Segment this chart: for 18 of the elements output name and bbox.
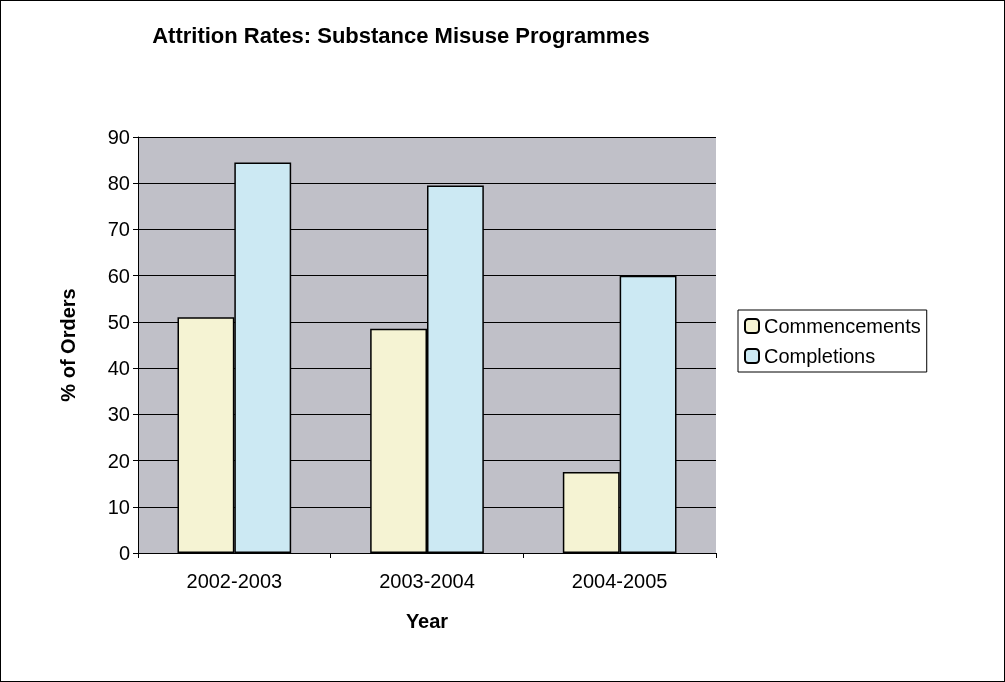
y-tick-label: 20 xyxy=(107,449,130,472)
x-axis-title: Year xyxy=(405,610,449,632)
legend-label: Commencements xyxy=(764,315,921,337)
x-tick-label: 2004-2005 xyxy=(571,570,668,592)
y-axis-title: % of Orders xyxy=(57,288,79,402)
y-tick-label: 0 xyxy=(118,542,130,564)
y-tick-label: 80 xyxy=(107,172,130,195)
chart-title: Attrition Rates: Substance Misuse Programmes xyxy=(152,22,650,48)
y-tick-label: 90 xyxy=(107,126,130,148)
y-tick-label: 70 xyxy=(107,218,130,241)
y-tick-label: 50 xyxy=(107,310,130,333)
legend-label: Completions xyxy=(764,345,876,367)
y-tick-label: 10 xyxy=(107,495,130,518)
x-tick-label: 2002-2003 xyxy=(186,570,283,592)
y-tick-label: 30 xyxy=(107,403,130,426)
y-tick-label: 60 xyxy=(107,264,130,287)
y-tick-label: 40 xyxy=(107,357,130,380)
x-tick-label: 2003-2004 xyxy=(379,570,475,592)
